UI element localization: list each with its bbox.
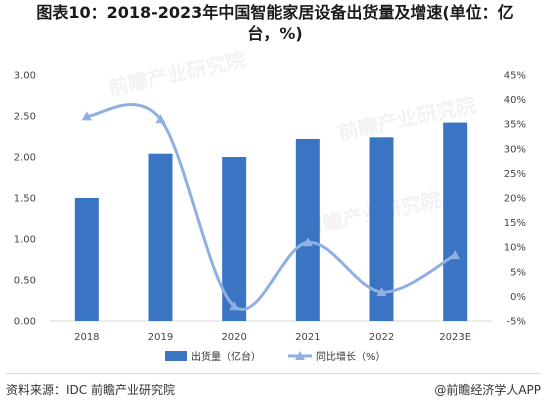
- bar: [443, 122, 468, 321]
- x-tick-label: 2022: [369, 332, 394, 343]
- bar: [148, 153, 173, 321]
- line-point-marker: [229, 301, 240, 311]
- line-series: [81, 103, 461, 311]
- bar-series: [74, 122, 468, 321]
- source-note: 资料来源：IDC 前瞻产业研究院: [6, 383, 175, 397]
- chart-title-line-2: 台，%): [247, 24, 303, 43]
- line-point-marker: [450, 250, 461, 260]
- left-y-tick-label: 3.00: [14, 71, 36, 82]
- legend-line-marker: [295, 351, 305, 360]
- x-tick-label: 2019: [148, 332, 173, 343]
- right-y-tick-label: 5%: [510, 267, 526, 278]
- left-y-tick-label: 2.00: [14, 153, 36, 164]
- right-y-tick-label: 30%: [504, 144, 526, 155]
- x-tick-label: 2018: [74, 332, 99, 343]
- right-y-tick-label: 45%: [504, 71, 526, 82]
- chart-title: 图表10：2018-2023年中国智能家居设备出货量及增速(单位：亿 台，%): [10, 2, 540, 44]
- left-y-tick-label: 0.50: [14, 276, 36, 287]
- footer-divider: [6, 373, 541, 374]
- line-point-marker: [81, 111, 92, 121]
- line-point-marker: [302, 237, 313, 247]
- footer: 资料来源：IDC 前瞻产业研究院 @前瞻经济学人APP: [6, 373, 541, 399]
- x-tick-label: 2023E: [439, 332, 471, 343]
- bar: [295, 138, 320, 321]
- left-y-tick-label: 1.50: [14, 194, 36, 205]
- chart-axes: 0.00 0.50 1.00 1.50 2.00 2.50 3.00 -5% 0% 5% 10% 15…: [14, 71, 526, 344]
- right-y-tick-label: 20%: [504, 194, 526, 205]
- legend-bar-swatch: [165, 351, 187, 361]
- watermark-text: 前瞻产业研究院: [106, 47, 248, 100]
- right-y-tick-label: -5%: [507, 317, 526, 328]
- legend-line-label: 同比增长（%）: [316, 350, 386, 363]
- x-tick-label: 2021: [295, 332, 320, 343]
- x-tick-label: 2020: [221, 332, 246, 343]
- line-point-marker: [155, 114, 166, 124]
- left-y-tick-label: 1.00: [14, 235, 36, 246]
- right-y-tick-label: 15%: [504, 218, 526, 229]
- bar: [74, 198, 99, 321]
- chart-legend: 出货量（亿台） 同比增长（%）: [165, 350, 386, 363]
- right-y-tick-label: 0%: [510, 292, 526, 303]
- left-y-tick-label: 0.00: [14, 317, 36, 328]
- chart-title-line-1: 图表10：2018-2023年中国智能家居设备出货量及增速(单位：亿: [36, 3, 514, 22]
- left-y-tick-label: 2.50: [14, 112, 36, 123]
- legend-bar-label: 出货量（亿台）: [191, 350, 261, 363]
- right-y-tick-label: 40%: [504, 95, 526, 106]
- right-y-tick-label: 35%: [504, 120, 526, 131]
- brand-credit: @前瞻经济学人APP: [434, 383, 541, 397]
- right-y-tick-label: 25%: [504, 169, 526, 180]
- right-y-tick-label: 10%: [504, 243, 526, 254]
- line-point-marker: [376, 286, 387, 296]
